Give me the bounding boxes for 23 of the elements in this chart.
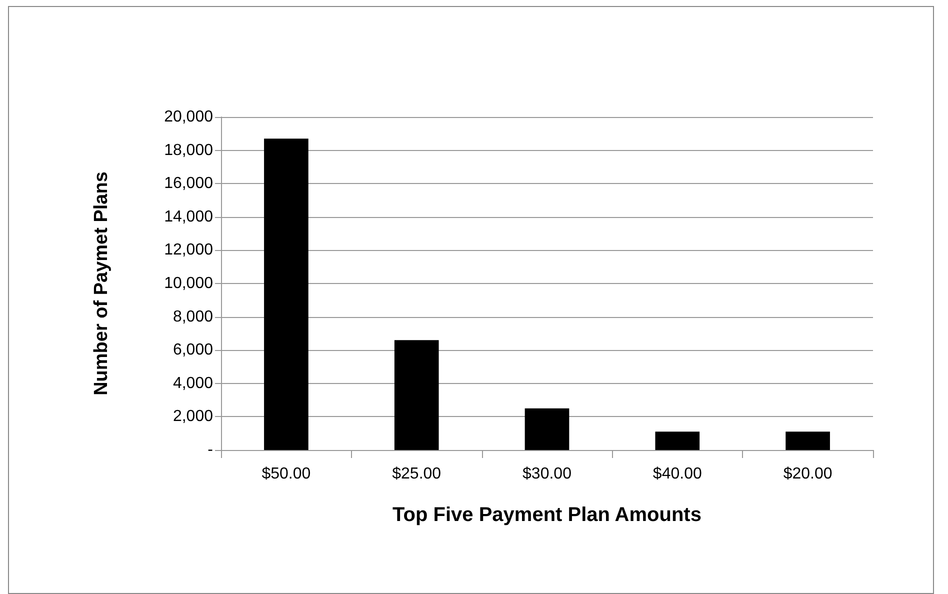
- bar: [264, 138, 308, 450]
- x-tick-label: $20.00: [783, 466, 832, 482]
- x-axis-title: Top Five Payment Plan Amounts: [392, 504, 702, 526]
- y-tick-label: -: [208, 442, 213, 458]
- y-tick-label: 14,000: [164, 208, 214, 226]
- bar: [655, 432, 700, 450]
- y-tick-label: 2,000: [172, 408, 214, 426]
- x-tick-label: $50.00: [262, 466, 311, 482]
- bar: [786, 432, 830, 450]
- x-tick-label: $25.00: [392, 466, 442, 482]
- x-tick-label: $30.00: [522, 466, 572, 482]
- y-tick-label: 12,000: [164, 242, 214, 259]
- y-tick-label: 10,000: [164, 275, 214, 292]
- y-axis-title: Number of Paymet Plans: [91, 172, 112, 396]
- y-tick-label: 20,000: [164, 108, 214, 126]
- bar: [394, 340, 439, 450]
- x-tick-label: $40.00: [652, 466, 702, 482]
- y-tick-label: 4,000: [172, 374, 214, 392]
- y-tick-label: 18,000: [164, 142, 214, 159]
- y-tick-label: 16,000: [164, 175, 214, 192]
- y-tick-label: 8,000: [172, 308, 214, 326]
- y-tick-label: 6,000: [172, 342, 214, 359]
- bar: [524, 408, 570, 450]
